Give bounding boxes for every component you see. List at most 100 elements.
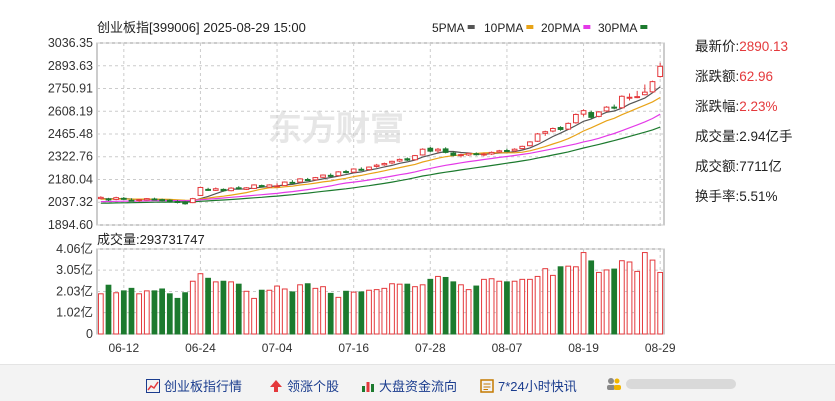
stat-latest-price: 最新价:2890.13 xyxy=(695,34,835,64)
volume-bar xyxy=(657,271,664,335)
candle-body xyxy=(573,113,579,124)
volume-bar xyxy=(373,289,380,335)
candle-body xyxy=(496,150,503,153)
date-tick-label: 08-07 xyxy=(492,341,523,355)
candle-body xyxy=(97,196,104,200)
candle-body xyxy=(488,151,495,155)
stat-value: 62.96 xyxy=(739,69,774,84)
candle-body xyxy=(335,171,342,177)
volume-bar xyxy=(228,281,234,335)
candle-body xyxy=(435,148,441,152)
volume-bar xyxy=(120,290,127,335)
volume-bar xyxy=(442,276,449,335)
candle-body xyxy=(519,145,526,150)
ma-legend-label: 10PMA xyxy=(484,21,523,35)
volume-bar xyxy=(573,266,579,335)
volume-bar xyxy=(97,293,104,335)
candle-body xyxy=(588,112,595,118)
volume-bar xyxy=(113,292,120,335)
candle-body xyxy=(442,148,449,153)
footer-link-index-quote[interactable]: 创业板指行情 xyxy=(146,376,242,395)
footer-link-label: 7*24小时快讯 xyxy=(498,379,577,394)
candle-body xyxy=(465,152,472,156)
date-tick-label: 08-19 xyxy=(568,341,599,355)
candle-body xyxy=(611,106,618,109)
ma-legend-swatch xyxy=(526,25,534,29)
volume-bar xyxy=(641,252,648,335)
volume-bar xyxy=(159,288,166,335)
candle-body xyxy=(595,111,602,117)
price-tick-label: 3036.35 xyxy=(48,36,93,50)
candle-body xyxy=(159,199,166,202)
candle-body xyxy=(473,153,480,156)
candle-body xyxy=(458,154,464,157)
candle-body xyxy=(304,179,311,182)
volume-bar xyxy=(618,260,625,335)
volume-bar xyxy=(435,275,441,335)
volume-bar xyxy=(343,290,349,335)
volume-bar xyxy=(404,283,411,335)
volume-bar xyxy=(197,273,204,335)
volume-bar xyxy=(251,297,257,335)
ma-legend-swatch xyxy=(583,25,591,29)
volume-bar xyxy=(504,281,510,335)
volume-bar xyxy=(274,285,280,335)
quote-stats-panel: 最新价:2890.13 涨跌额:62.96 涨跌幅:2.23% 成交量:2.94… xyxy=(695,34,835,214)
volume-tick-label: 2.03亿 xyxy=(56,284,93,299)
candle-body xyxy=(542,131,549,134)
candle-body xyxy=(312,177,319,181)
stat-volume: 成交量:2.94亿手 xyxy=(695,124,835,154)
volume-bar xyxy=(649,259,656,335)
candle-body xyxy=(113,197,120,200)
volume-bar xyxy=(634,270,641,335)
volume-bar xyxy=(312,287,319,335)
ma-legend-swatch xyxy=(640,25,648,29)
candle-body xyxy=(657,65,664,78)
watermark-text: 东方财富 xyxy=(268,109,404,149)
volume-bar xyxy=(580,252,587,335)
candle-body xyxy=(235,187,242,190)
candle-body xyxy=(205,188,211,191)
blurred-placeholder xyxy=(626,379,736,389)
volume-bar xyxy=(550,274,556,335)
candle-body xyxy=(389,160,395,164)
candle-body xyxy=(320,174,326,178)
candle-body xyxy=(527,141,533,147)
stat-change: 涨跌额:62.96 xyxy=(695,64,835,94)
candle-body xyxy=(358,168,365,171)
candle-body xyxy=(136,199,143,202)
footer-link-top-gainers[interactable]: 领涨个股 xyxy=(269,376,339,395)
candle-body xyxy=(649,81,656,93)
volume-bar xyxy=(266,289,273,335)
candle-body xyxy=(297,178,303,183)
volume-tick-label: 1.02亿 xyxy=(56,305,93,320)
volume-bar xyxy=(450,281,457,335)
candle-body xyxy=(228,187,234,192)
candle-body xyxy=(381,163,388,166)
volume-bars xyxy=(97,252,664,335)
candle-body xyxy=(274,185,280,188)
candle-body xyxy=(350,168,357,173)
volume-bar xyxy=(381,287,388,335)
volume-bar xyxy=(611,268,618,335)
ma-legend-label: 5PMA xyxy=(432,21,465,35)
candle-body xyxy=(212,188,219,191)
candle-body xyxy=(641,91,648,96)
volume-bar xyxy=(519,278,526,335)
price-tick-label: 2750.91 xyxy=(48,82,93,96)
volume-bar xyxy=(335,296,342,335)
stat-change-percent: 涨跌幅:2.23% xyxy=(695,94,835,124)
candle-body xyxy=(281,181,288,187)
volume-bar xyxy=(389,283,395,335)
volume-bar xyxy=(151,290,158,335)
candle-body xyxy=(427,147,434,152)
volume-bar xyxy=(595,271,602,335)
candle-body xyxy=(534,133,541,142)
footer-link-news-flash[interactable]: 7*24小时快讯 xyxy=(480,376,577,395)
volume-bar xyxy=(289,291,296,335)
candle-body xyxy=(189,198,196,204)
volume-bar xyxy=(588,260,595,335)
candle-body xyxy=(504,149,510,152)
footer-link-capital-flow[interactable]: 大盘资金流向 xyxy=(361,376,457,395)
volume-label: 成交量:293731747 xyxy=(97,232,205,247)
